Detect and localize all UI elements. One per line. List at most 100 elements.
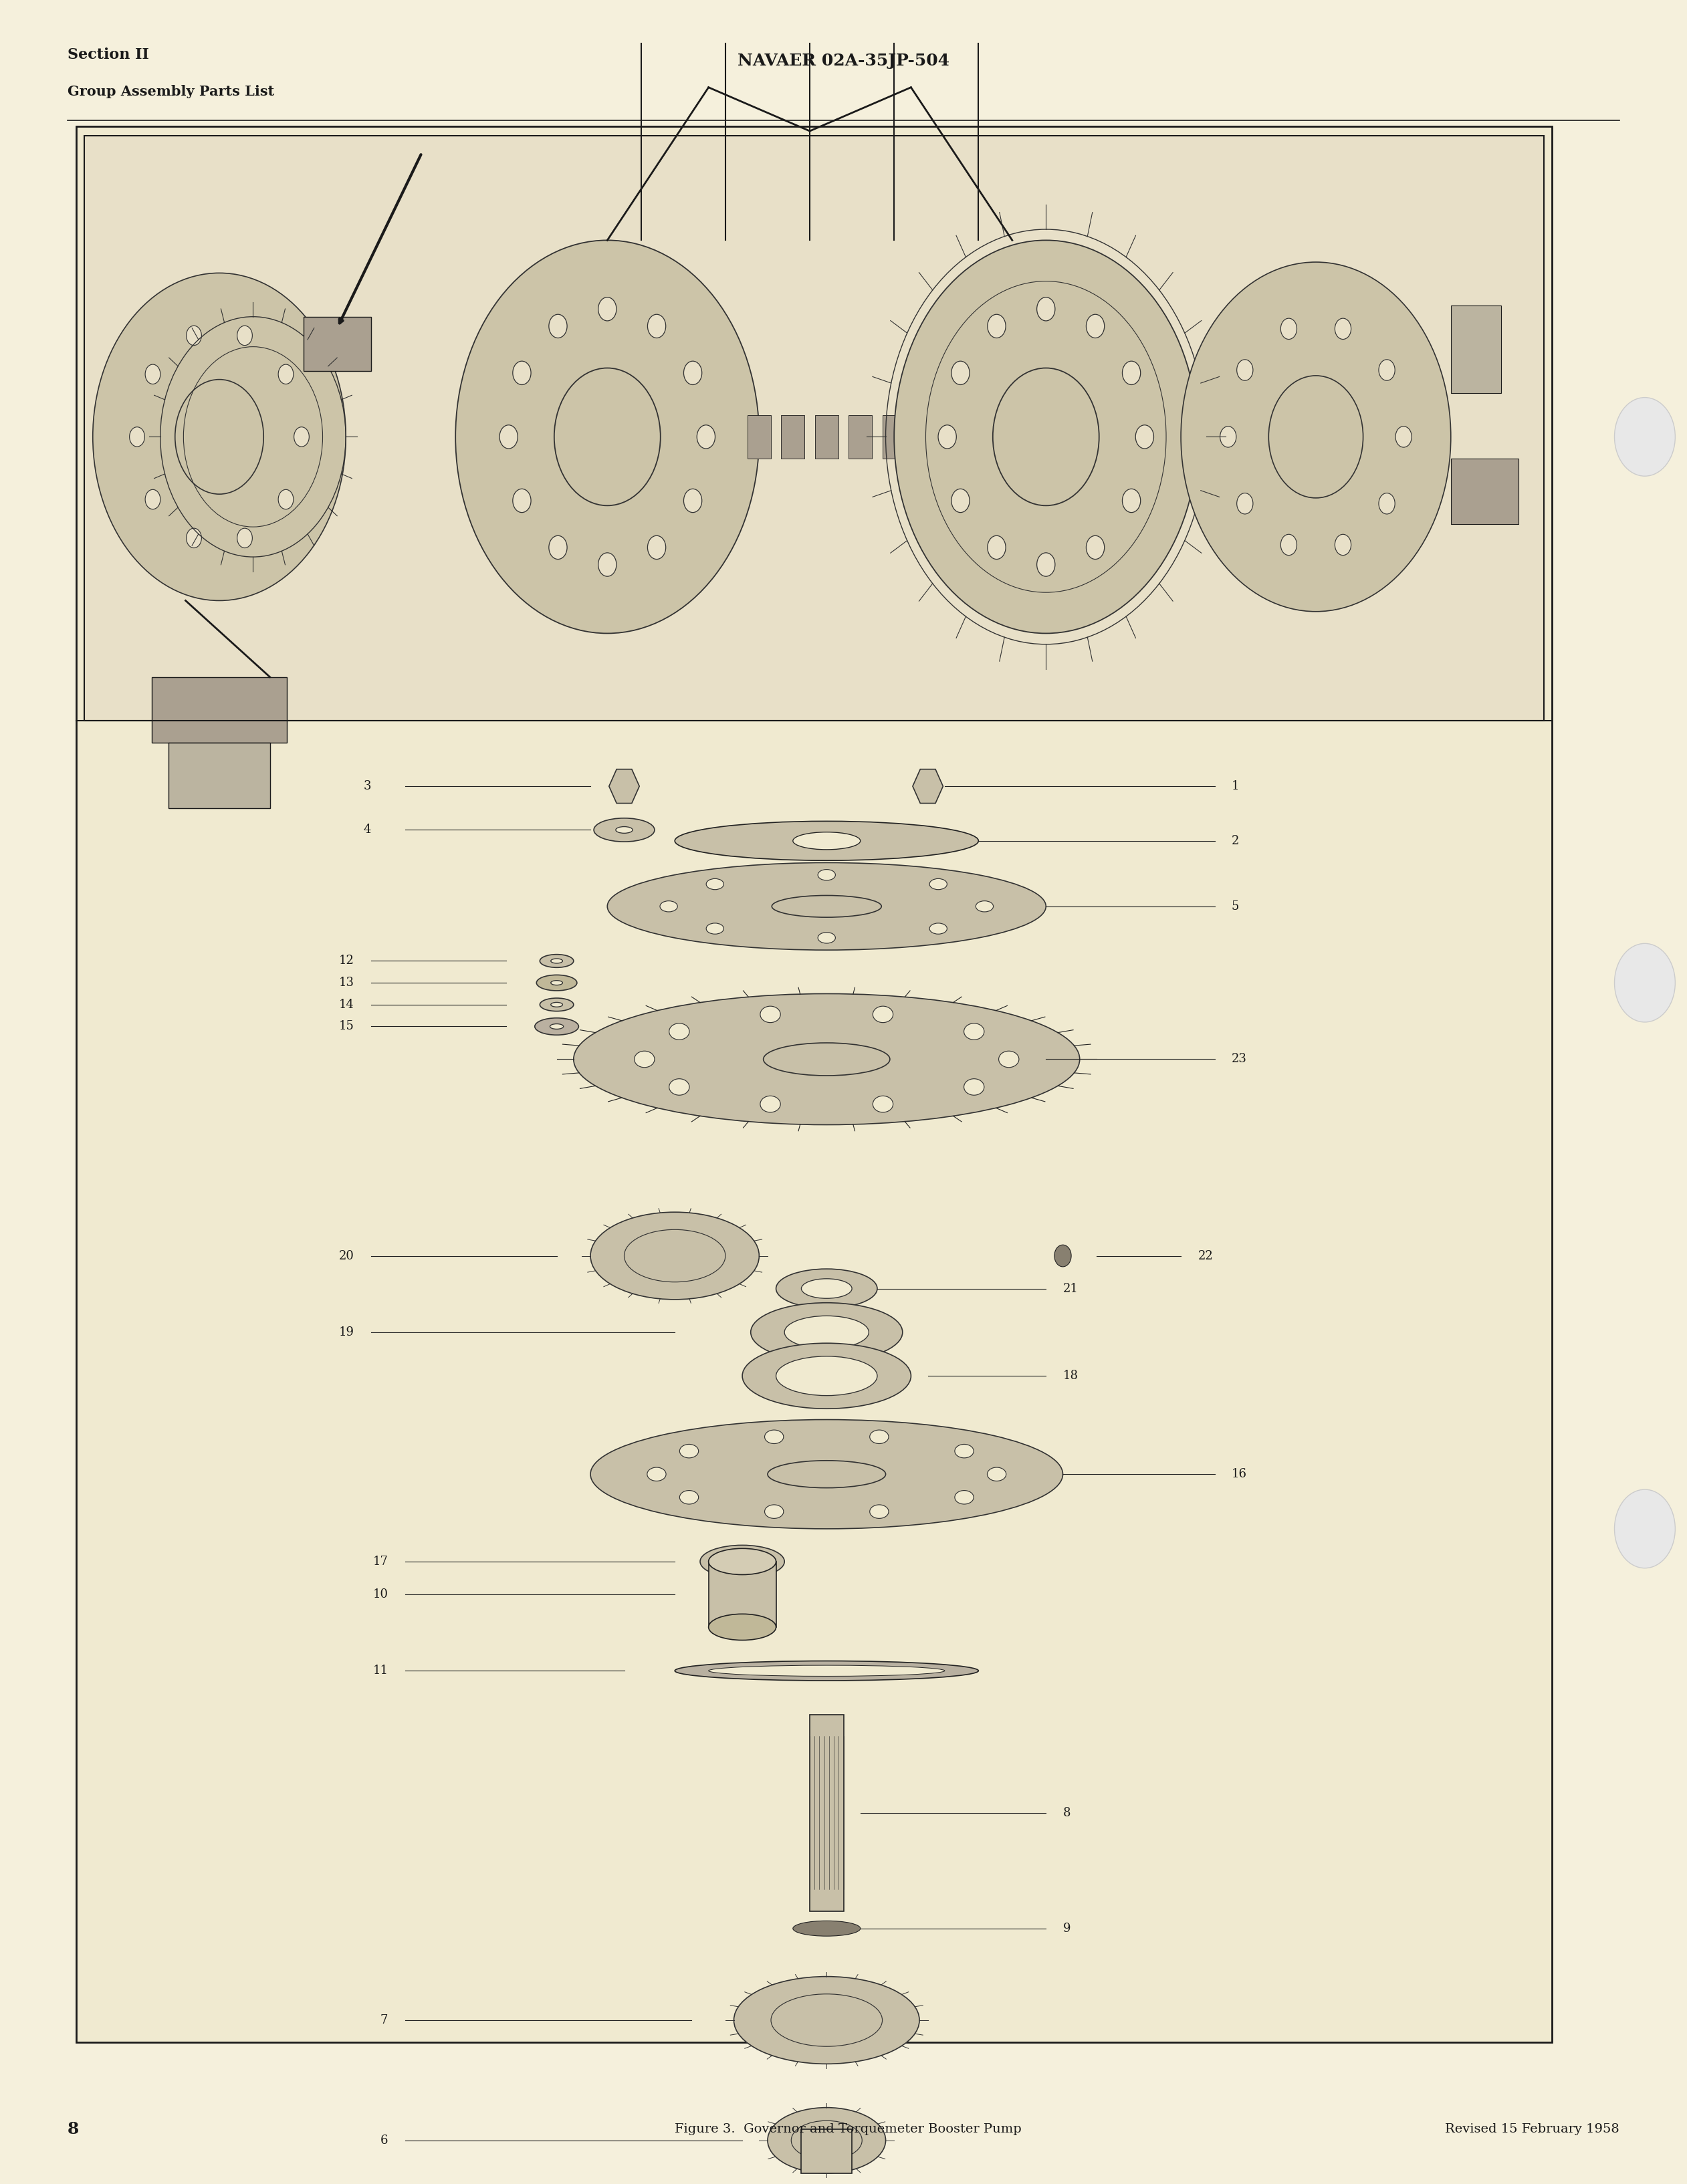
Ellipse shape	[793, 1922, 860, 1937]
Ellipse shape	[594, 819, 655, 841]
Polygon shape	[913, 769, 943, 804]
Ellipse shape	[870, 1431, 889, 1444]
Ellipse shape	[955, 1444, 973, 1459]
Ellipse shape	[818, 933, 835, 943]
Circle shape	[1334, 535, 1351, 555]
Circle shape	[648, 314, 666, 339]
Ellipse shape	[764, 1431, 783, 1444]
Bar	[916, 415, 940, 459]
Ellipse shape	[930, 924, 946, 935]
Ellipse shape	[616, 826, 633, 832]
Ellipse shape	[607, 863, 1046, 950]
Text: 12: 12	[339, 954, 354, 968]
Circle shape	[145, 489, 160, 509]
Ellipse shape	[742, 1343, 911, 1409]
Circle shape	[1220, 426, 1237, 448]
Text: 23: 23	[1232, 1053, 1247, 1066]
Ellipse shape	[930, 878, 946, 889]
Text: 20: 20	[339, 1249, 354, 1262]
Circle shape	[951, 489, 970, 513]
Circle shape	[1086, 535, 1105, 559]
Circle shape	[1086, 314, 1105, 339]
Text: Group Assembly Parts List: Group Assembly Parts List	[67, 85, 275, 98]
Text: NAVAER 02A-35JP-504: NAVAER 02A-35JP-504	[737, 52, 950, 70]
Ellipse shape	[540, 954, 574, 968]
Ellipse shape	[955, 1489, 973, 1505]
Ellipse shape	[872, 1096, 892, 1112]
Circle shape	[513, 360, 531, 384]
Text: 14: 14	[339, 998, 354, 1011]
Ellipse shape	[660, 900, 678, 913]
Ellipse shape	[763, 1042, 891, 1075]
Text: 5: 5	[1232, 900, 1240, 913]
Bar	[304, 317, 371, 371]
Text: Section II: Section II	[67, 48, 148, 61]
Bar	[781, 415, 805, 459]
Circle shape	[513, 489, 531, 513]
Ellipse shape	[776, 1269, 877, 1308]
Text: 9: 9	[1063, 1922, 1071, 1935]
Circle shape	[987, 535, 1005, 559]
Bar	[849, 415, 872, 459]
Ellipse shape	[590, 1212, 759, 1299]
Ellipse shape	[574, 994, 1080, 1125]
Circle shape	[987, 314, 1005, 339]
Circle shape	[1122, 489, 1140, 513]
Bar	[1451, 306, 1501, 393]
Circle shape	[1038, 553, 1054, 577]
Ellipse shape	[801, 1280, 852, 1297]
Circle shape	[599, 297, 616, 321]
Circle shape	[455, 240, 759, 633]
Bar	[169, 743, 270, 808]
Circle shape	[648, 535, 666, 559]
Ellipse shape	[675, 1660, 978, 1682]
Circle shape	[894, 240, 1198, 633]
Ellipse shape	[707, 924, 724, 935]
Circle shape	[238, 529, 253, 548]
Text: 19: 19	[339, 1326, 354, 1339]
Ellipse shape	[670, 1024, 690, 1040]
Bar	[984, 415, 1007, 459]
Circle shape	[1280, 319, 1297, 339]
Ellipse shape	[987, 1468, 1005, 1481]
Circle shape	[278, 489, 294, 509]
Circle shape	[175, 380, 263, 494]
Text: 17: 17	[373, 1555, 388, 1568]
Ellipse shape	[709, 1664, 945, 1677]
Ellipse shape	[550, 959, 563, 963]
Circle shape	[1237, 360, 1253, 380]
Text: 1: 1	[1232, 780, 1240, 793]
Ellipse shape	[648, 1468, 666, 1481]
Text: 13: 13	[339, 976, 354, 989]
Circle shape	[1038, 297, 1054, 321]
Circle shape	[1614, 943, 1675, 1022]
Bar	[84, 135, 1544, 721]
Ellipse shape	[764, 1505, 783, 1518]
Ellipse shape	[634, 1051, 655, 1068]
Text: 8: 8	[67, 2121, 79, 2138]
Ellipse shape	[700, 1546, 784, 1577]
Circle shape	[1395, 426, 1412, 448]
Circle shape	[697, 426, 715, 448]
Ellipse shape	[870, 1505, 889, 1518]
Ellipse shape	[761, 1096, 781, 1112]
Ellipse shape	[818, 869, 835, 880]
Ellipse shape	[535, 1018, 579, 1035]
Ellipse shape	[709, 1614, 776, 1640]
Circle shape	[1614, 1489, 1675, 1568]
Ellipse shape	[751, 1302, 903, 1363]
Circle shape	[294, 426, 309, 446]
Ellipse shape	[963, 1079, 984, 1094]
Text: 4: 4	[363, 823, 371, 836]
Ellipse shape	[680, 1489, 698, 1505]
Bar	[801, 2129, 852, 2173]
Ellipse shape	[536, 974, 577, 992]
Bar	[76, 127, 1552, 2042]
Ellipse shape	[761, 1007, 781, 1022]
Ellipse shape	[963, 1024, 984, 1040]
Circle shape	[1237, 494, 1253, 513]
Circle shape	[186, 529, 201, 548]
Ellipse shape	[709, 1548, 776, 1575]
Ellipse shape	[670, 1079, 690, 1094]
Text: 7: 7	[380, 2014, 388, 2027]
